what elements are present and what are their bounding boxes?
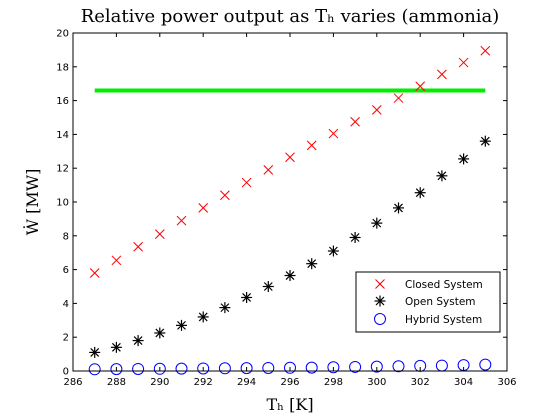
- y-tick-label: 20: [56, 29, 69, 40]
- y-tick-label: 10: [56, 198, 69, 209]
- hybrid-system-point: [262, 361, 275, 374]
- closed-system-point: [285, 152, 295, 163]
- legend-marker-closed-system: [375, 279, 385, 289]
- y-tick-label: 0: [63, 367, 69, 378]
- x-tick-label: 296: [280, 377, 299, 388]
- x-axis-label: Tₕ [K]: [266, 395, 313, 414]
- hybrid-system-point: [327, 361, 340, 374]
- closed-system-point: [198, 203, 209, 213]
- hybrid-system-point: [218, 362, 231, 375]
- axis-ticks: 286 288 290 292 294 296 298 300 302 304 306 0 2 4 6 8 10…: [56, 29, 516, 389]
- closed-system-point: [393, 93, 404, 103]
- open-system-point: [176, 319, 187, 331]
- closed-system-point: [111, 255, 122, 266]
- open-system-point: [132, 335, 144, 347]
- x-tick-label: 292: [194, 377, 213, 388]
- closed-system-point: [437, 69, 447, 80]
- x-tick-label: 300: [367, 377, 386, 388]
- x-tick-label: 290: [150, 377, 169, 388]
- y-tick-label: 12: [56, 164, 69, 175]
- hybrid-system-point: [110, 363, 123, 376]
- closed-system-point: [458, 57, 469, 68]
- open-system-point: [241, 291, 253, 303]
- x-tick-label: 304: [454, 377, 473, 388]
- open-system-point: [393, 202, 404, 214]
- closed-system-point: [350, 116, 360, 127]
- open-system-point: [89, 346, 101, 358]
- y-tick-label: 18: [56, 62, 69, 73]
- hybrid-system-point: [132, 362, 145, 375]
- x-tick-label: 286: [63, 377, 82, 388]
- y-tick-label: 6: [63, 265, 69, 276]
- legend-marker-hybrid-system: [374, 313, 386, 325]
- hybrid-system-point: [305, 361, 318, 374]
- x-tick-label: 302: [411, 377, 430, 388]
- legend-marker-open-system: [374, 295, 386, 307]
- open-system-point: [479, 135, 491, 147]
- open-system-point: [219, 302, 231, 314]
- hybrid-system-point: [479, 358, 492, 371]
- y-tick-label: 4: [63, 299, 69, 310]
- open-system-point: [110, 341, 122, 353]
- x-tick-label: 298: [324, 377, 343, 388]
- y-axis-label: Ẇ [MW]: [22, 169, 42, 236]
- hybrid-system-point: [392, 360, 405, 373]
- open-system-point: [458, 153, 470, 165]
- legend-label-hybrid-system: Hybrid System: [405, 314, 482, 326]
- legend-label-open-system: Open System: [405, 296, 476, 308]
- closed-system-point: [306, 140, 317, 151]
- open-system-point: [197, 311, 209, 323]
- x-tick-label: 294: [237, 377, 256, 388]
- open-system-point: [436, 170, 448, 182]
- hybrid-system-point: [240, 362, 253, 375]
- open-system-point: [371, 217, 383, 229]
- legend-label-closed-system: Closed System: [405, 279, 483, 291]
- y-tick-label: 14: [56, 130, 69, 141]
- hybrid-system-point: [175, 362, 188, 375]
- closed-system-point: [89, 268, 100, 278]
- hybrid-system-point: [88, 363, 101, 376]
- closed-system-point: [154, 229, 165, 239]
- hybrid-system-point: [197, 362, 210, 375]
- closed-system-point: [480, 45, 491, 56]
- chart-title: Relative power output as Tₕ varies (ammo…: [81, 6, 500, 27]
- y-tick-label: 2: [63, 333, 69, 344]
- closed-system-point: [415, 81, 426, 92]
- open-system-point: [414, 187, 426, 199]
- x-tick-label: 288: [107, 377, 126, 388]
- hybrid-system-point: [370, 360, 383, 373]
- hybrid-system-point: [284, 361, 296, 374]
- closed-system-point: [241, 177, 252, 188]
- open-system-point: [262, 281, 274, 292]
- open-system-point: [154, 327, 166, 339]
- data-marks: [88, 45, 492, 376]
- closed-system-point: [176, 215, 187, 226]
- open-system-point: [349, 231, 361, 243]
- hybrid-system-point: [349, 360, 362, 373]
- closed-system-point: [133, 241, 143, 252]
- closed-system-point: [220, 190, 230, 201]
- open-system-point: [327, 245, 339, 257]
- x-tick-label: 306: [497, 377, 516, 388]
- open-system-point: [306, 258, 318, 270]
- closed-system-point: [328, 128, 339, 139]
- y-tick-label: 8: [63, 231, 69, 242]
- hybrid-system-point: [153, 362, 166, 375]
- chart-legend: Closed System Open System Hybrid System: [355, 271, 501, 333]
- open-system-point: [284, 270, 296, 282]
- closed-system-point: [371, 105, 382, 115]
- y-tick-label: 16: [56, 96, 69, 107]
- closed-system-point: [263, 165, 274, 175]
